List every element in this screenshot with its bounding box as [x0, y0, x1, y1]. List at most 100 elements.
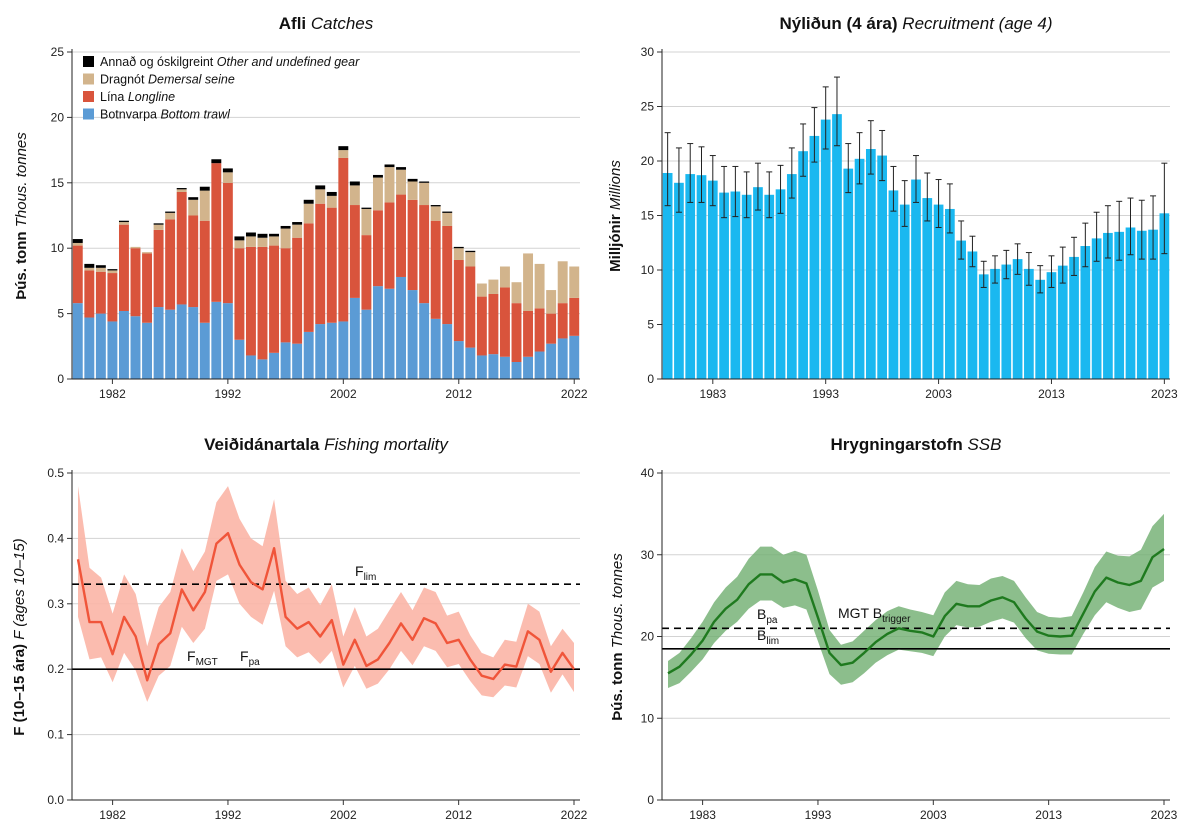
bar	[865, 149, 876, 379]
bar-segment	[349, 185, 360, 206]
bar-segment	[511, 361, 522, 379]
bar-segment	[303, 331, 314, 379]
bar-segment	[280, 248, 291, 343]
bar-segment	[245, 232, 256, 237]
bar	[990, 268, 1000, 379]
bar-segment	[442, 225, 453, 325]
bar-segment	[326, 207, 337, 323]
bar-segment	[349, 297, 360, 379]
bar-segment	[569, 297, 580, 336]
bar	[1136, 230, 1147, 379]
reference-label: MGT Btrigger	[838, 605, 911, 625]
ref-label-main: B	[757, 606, 766, 622]
x-tick-label: 1992	[215, 808, 242, 822]
bar-segment	[557, 338, 568, 379]
bar-segment	[476, 355, 487, 379]
bar-segment	[453, 341, 464, 379]
bar	[1159, 213, 1170, 379]
bar	[820, 119, 831, 379]
bar-segment	[142, 322, 153, 379]
bar	[945, 208, 955, 379]
bar-segment	[338, 150, 349, 158]
y-tick-label: 30	[641, 548, 655, 562]
bar	[1024, 268, 1034, 379]
bar-segment	[107, 273, 118, 322]
bar-segment	[72, 303, 83, 379]
bar-segment	[315, 185, 326, 190]
bar-segment	[372, 174, 383, 178]
bar-segment	[499, 266, 510, 288]
ref-label-main: F	[187, 648, 196, 664]
bar-segment	[523, 356, 534, 379]
bar-segment	[257, 233, 268, 238]
bar-segment	[199, 186, 210, 191]
legend-en: Demersal seine	[148, 73, 235, 87]
x-tick-label: 2013	[1035, 808, 1062, 822]
y-tick-label: 10	[51, 241, 65, 255]
bar	[967, 251, 978, 379]
bar-segment	[396, 167, 407, 170]
bar-segment	[430, 220, 441, 319]
bar	[809, 135, 820, 379]
x-tick-label: 1983	[689, 808, 716, 822]
ref-label-main: MGT B	[838, 605, 882, 621]
bar	[978, 274, 989, 379]
y-tick-label: 5	[647, 318, 654, 332]
bar	[1091, 238, 1102, 379]
bar	[662, 172, 673, 379]
bar-segment	[84, 270, 95, 318]
bar-segment	[188, 199, 199, 216]
bar-segment	[107, 321, 118, 379]
bar-segment	[499, 356, 510, 379]
bar-segment	[72, 242, 83, 246]
bar	[719, 192, 729, 379]
bar-segment	[407, 181, 418, 200]
reference-label: Fpa	[240, 648, 260, 668]
bar-segment	[303, 223, 314, 332]
bar-segment	[153, 223, 164, 225]
bar-segment	[465, 252, 476, 267]
bar	[798, 151, 808, 379]
bar-segment	[95, 271, 106, 314]
y-axis-label: Þús. tonn Thous. tonnes	[609, 553, 626, 721]
bar-segment	[372, 286, 383, 379]
x-tick-label: 1993	[805, 808, 832, 822]
bar-segment	[257, 246, 268, 360]
bar-segment	[176, 304, 187, 379]
bar	[832, 114, 842, 379]
bar-segment	[188, 197, 199, 200]
panel-title: Afli Catches	[279, 14, 374, 33]
bar-segment	[326, 191, 337, 196]
legend-en: Other and undefined gear	[217, 55, 360, 69]
x-tick-label: 2022	[561, 387, 588, 401]
bar-segment	[153, 224, 164, 230]
bar-segment	[546, 290, 557, 314]
bar	[730, 191, 741, 379]
bar	[707, 180, 718, 379]
bar-segment	[465, 266, 476, 348]
bar-segment	[453, 246, 464, 249]
bar-segment	[130, 246, 141, 249]
legend-swatch	[83, 73, 94, 85]
bar	[1114, 231, 1125, 379]
bar-segment	[546, 313, 557, 344]
bar-segment	[557, 261, 568, 304]
bar-segment	[361, 207, 372, 209]
ylabel-en: Thous. tonnes	[609, 553, 626, 649]
ref-label-sub: lim	[364, 572, 377, 583]
bar	[911, 179, 921, 379]
bar-segment	[280, 228, 291, 249]
bar-segment	[361, 309, 372, 379]
bar-segment	[176, 188, 187, 190]
bar-segment	[430, 318, 441, 379]
bar-segment	[511, 282, 522, 304]
bar-segment	[118, 310, 129, 379]
bar	[956, 240, 967, 379]
bar	[933, 204, 944, 379]
legend-label: Botnvarpa Bottom trawl	[100, 108, 231, 122]
title-en: Recruitment (age 4)	[902, 14, 1052, 33]
bar-segment	[396, 276, 407, 379]
series-line	[667, 548, 1165, 675]
reference-label: Bpa	[757, 606, 778, 626]
bar	[764, 194, 775, 379]
